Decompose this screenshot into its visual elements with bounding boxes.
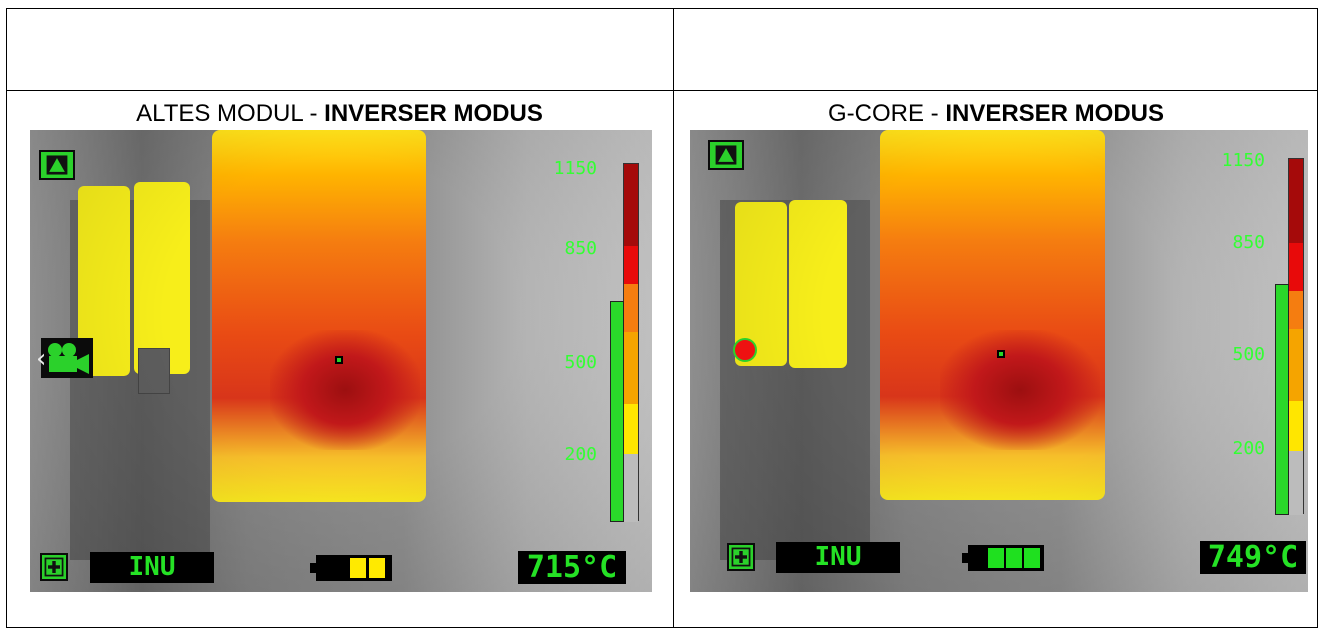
scale-label-1150: 1150 bbox=[553, 158, 597, 179]
chevron-left-icon[interactable]: ‹ bbox=[36, 344, 47, 374]
scale-label-500: 500 bbox=[1232, 344, 1265, 365]
battery-cell bbox=[1006, 548, 1022, 568]
door-handle bbox=[138, 348, 170, 394]
table-column-divider bbox=[673, 8, 674, 628]
scale-label-1150: 1150 bbox=[1221, 150, 1265, 171]
hot-panel-middle bbox=[134, 182, 190, 374]
hot-panel-middle bbox=[789, 200, 847, 368]
temperature-scale-left bbox=[623, 163, 639, 522]
temperature-level-bar-right bbox=[1275, 284, 1289, 515]
scale-label-500: 500 bbox=[564, 352, 597, 373]
left-caption-mode: INVERSER MODUS bbox=[324, 100, 543, 127]
scale-label-850: 850 bbox=[564, 238, 597, 259]
temperature-scale-right bbox=[1288, 158, 1304, 515]
temperature-readout: 715°C bbox=[518, 551, 626, 584]
right-caption: G-CORE - INVERSER MODUS bbox=[674, 99, 1318, 129]
add-icon[interactable] bbox=[40, 553, 68, 581]
camera-icon bbox=[41, 338, 93, 378]
scale-label-200: 200 bbox=[564, 444, 597, 465]
battery-cell bbox=[369, 558, 385, 578]
hot-spot bbox=[270, 330, 420, 450]
record-dot-icon bbox=[733, 338, 757, 362]
right-caption-prefix: G-CORE - bbox=[827, 100, 946, 127]
scale-label-850: 850 bbox=[1232, 232, 1265, 253]
battery-cell bbox=[350, 558, 366, 578]
battery-cell bbox=[988, 548, 1004, 568]
temperature-level-bar-left bbox=[610, 301, 624, 522]
temperature-readout: 749°C bbox=[1200, 541, 1306, 574]
battery-cell bbox=[1024, 548, 1040, 568]
table-row-divider bbox=[6, 90, 1318, 91]
hot-spot bbox=[940, 330, 1100, 450]
mode-up-icon[interactable] bbox=[39, 150, 75, 180]
left-caption-prefix: ALTES MODUL - bbox=[136, 100, 325, 127]
mode-up-icon[interactable] bbox=[708, 140, 744, 170]
mode-status: INU bbox=[90, 552, 214, 583]
thermal-screen-g-core: › 1150 850 500 200 INU 749°C bbox=[690, 130, 1308, 592]
mode-status: INU bbox=[776, 542, 900, 573]
scale-label-200: 200 bbox=[1232, 438, 1265, 459]
measurement-crosshair bbox=[335, 356, 343, 364]
measurement-crosshair bbox=[997, 350, 1005, 358]
right-caption-mode: INVERSER MODUS bbox=[945, 100, 1165, 127]
left-caption: ALTES MODUL - INVERSER MODUS bbox=[6, 99, 673, 129]
thermal-screen-old-module: ‹ › 1150 850 500 200 INU 715°C bbox=[30, 130, 652, 592]
add-icon[interactable] bbox=[727, 543, 755, 571]
